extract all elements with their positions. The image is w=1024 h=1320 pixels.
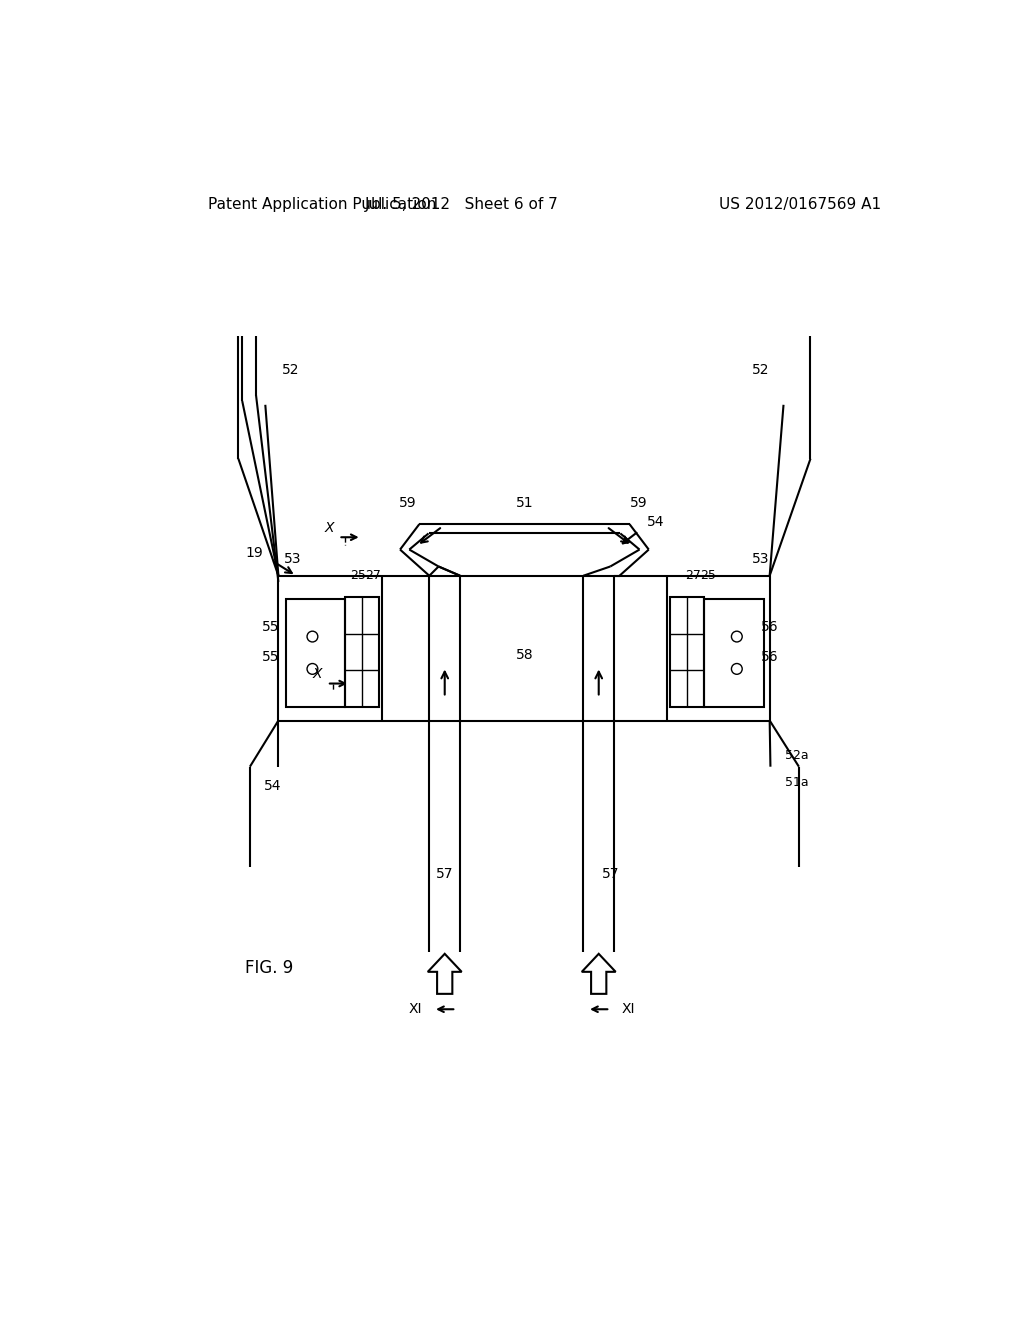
- Text: X: X: [313, 668, 323, 681]
- Text: 52a: 52a: [785, 748, 809, 762]
- Text: 53: 53: [284, 552, 301, 566]
- Text: 25: 25: [350, 569, 366, 582]
- Bar: [670, 597, 705, 706]
- Polygon shape: [582, 954, 615, 994]
- Text: 52: 52: [752, 363, 769, 378]
- Text: 19: 19: [246, 545, 263, 560]
- Text: 55: 55: [262, 651, 280, 664]
- Text: Patent Application Publication: Patent Application Publication: [208, 197, 436, 213]
- Text: FIG. 9: FIG. 9: [245, 960, 293, 977]
- Text: US 2012/0167569 A1: US 2012/0167569 A1: [720, 197, 882, 213]
- Bar: [705, 599, 764, 706]
- Text: 27: 27: [366, 569, 381, 582]
- Text: 56: 56: [761, 619, 778, 634]
- Text: 51: 51: [516, 495, 534, 510]
- Text: 25: 25: [700, 569, 716, 582]
- Polygon shape: [428, 954, 462, 994]
- Text: XI: XI: [622, 1002, 635, 1016]
- Text: 27: 27: [685, 569, 700, 582]
- Text: 57: 57: [601, 867, 620, 882]
- Text: 59: 59: [399, 496, 417, 511]
- Text: Jul. 5, 2012   Sheet 6 of 7: Jul. 5, 2012 Sheet 6 of 7: [365, 197, 558, 213]
- Text: 54: 54: [647, 515, 665, 529]
- Bar: [345, 597, 379, 706]
- Text: 56: 56: [761, 651, 778, 664]
- Text: XI: XI: [409, 1002, 422, 1016]
- Text: 51a: 51a: [785, 776, 809, 788]
- Text: 55: 55: [262, 619, 280, 634]
- Text: 54: 54: [264, 779, 282, 793]
- Bar: [286, 599, 345, 706]
- Text: 53: 53: [752, 552, 769, 566]
- Bar: [279, 576, 770, 721]
- Text: X: X: [325, 521, 334, 535]
- Text: 52: 52: [282, 363, 299, 378]
- Text: 58: 58: [516, 648, 534, 663]
- Text: 59: 59: [630, 496, 647, 511]
- Text: 57: 57: [436, 867, 454, 882]
